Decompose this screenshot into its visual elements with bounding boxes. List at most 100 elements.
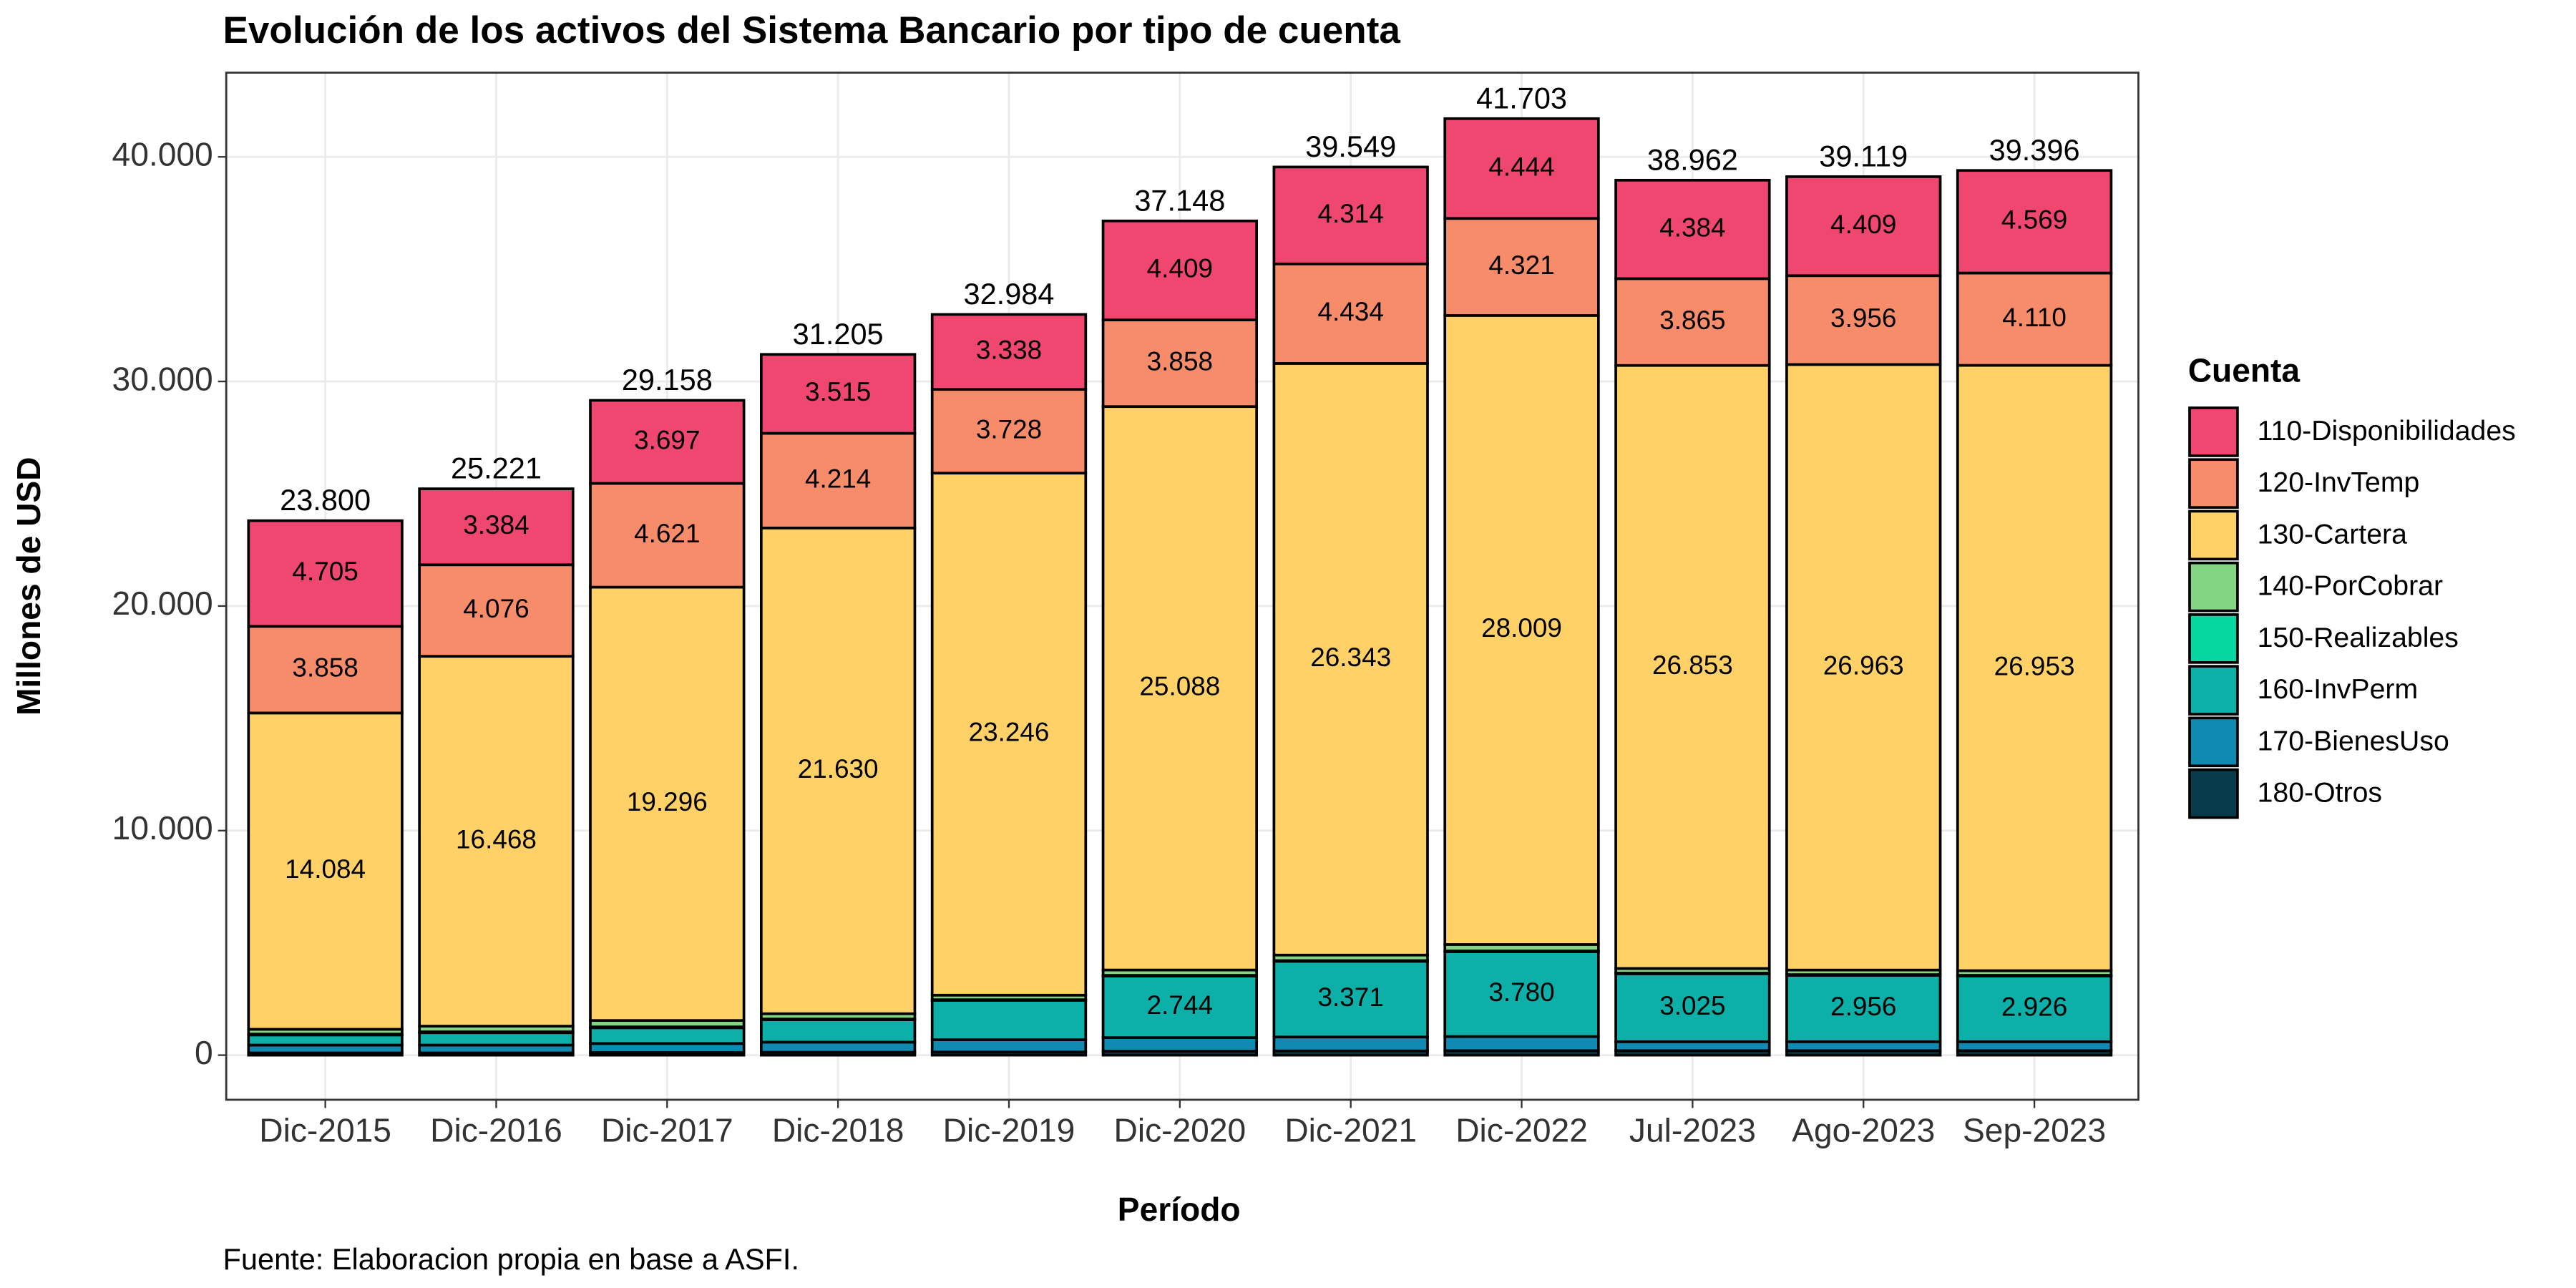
bar-segment (759, 353, 917, 435)
segment-label: 3.384 (463, 510, 529, 540)
bar-segment (759, 526, 917, 1015)
segment-label: 4.314 (1318, 199, 1384, 228)
bar-segment (247, 1033, 404, 1047)
segment-label: 4.384 (1659, 213, 1725, 242)
total-label: 37.148 (1134, 183, 1225, 217)
legend-swatch (2188, 768, 2239, 819)
segment-label: 2.956 (1830, 992, 1896, 1021)
total-label: 29.158 (622, 363, 713, 396)
bar-segment (418, 1031, 575, 1047)
x-tick-label: Dic-2018 (772, 1111, 904, 1148)
x-tick-label: Ago-2023 (1792, 1111, 1935, 1148)
segment-label: 4.705 (292, 557, 358, 586)
bar-segment (589, 585, 746, 1023)
y-tick-label: 20.000 (112, 585, 213, 622)
bar-segment (1614, 1040, 1771, 1053)
segment-label: 3.025 (1659, 991, 1725, 1020)
segment-label: 14.084 (285, 854, 366, 884)
bar-segment (1785, 974, 1942, 1043)
bar-segment (1272, 262, 1429, 365)
segment-label: 3.697 (634, 425, 700, 454)
bar-segment (1956, 271, 2113, 367)
legend-label: 180-Otros (2258, 777, 2382, 809)
bar-segment (930, 1038, 1088, 1054)
segment-label: 4.076 (463, 594, 529, 623)
y-tick-label: 40.000 (112, 135, 213, 172)
segment-label: 19.296 (627, 787, 708, 816)
bar-segment (1101, 318, 1258, 409)
bar-segment (1614, 364, 1771, 970)
legend-label: 150-Realizables (2258, 622, 2459, 653)
bar-segment (1101, 219, 1258, 321)
bar-segment (1785, 363, 1942, 972)
bar-segment (1272, 165, 1429, 265)
segment-label: 3.865 (1659, 306, 1725, 335)
total-label: 32.984 (964, 277, 1055, 311)
segment-label: 4.409 (1830, 210, 1896, 239)
bar-segment (589, 1042, 746, 1054)
segment-label: 3.780 (1488, 977, 1554, 1007)
bar-segment (930, 313, 1088, 391)
bar-segment (759, 1040, 917, 1054)
bar-segment (1614, 972, 1771, 1043)
bar-segment (247, 519, 404, 628)
segment-label: 3.858 (1147, 346, 1213, 376)
total-label: 39.396 (1989, 133, 2080, 167)
bar-segment (1443, 950, 1600, 1038)
segment-label: 3.858 (292, 653, 358, 683)
total-label: 38.962 (1647, 142, 1738, 176)
x-axis-title: Período (1118, 1191, 1241, 1228)
bar-segment (930, 999, 1088, 1041)
segment-label: 4.621 (634, 519, 700, 548)
legend-label: 170-BienesUso (2258, 725, 2449, 756)
bar-segment (759, 431, 917, 530)
legend-swatch (2188, 561, 2239, 613)
y-tick-label: 30.000 (112, 360, 213, 397)
segment-label: 28.009 (1481, 613, 1562, 643)
total-label: 25.221 (451, 452, 542, 485)
segment-label: 4.409 (1147, 254, 1213, 283)
segment-label: 26.963 (1823, 650, 1904, 680)
segment-label: 26.343 (1310, 643, 1391, 672)
segment-label: 4.569 (2001, 205, 2067, 235)
bar-segment (1785, 1040, 1942, 1053)
legend-swatch (2188, 458, 2239, 509)
plot-border (225, 72, 2140, 1101)
bar-segment (1614, 178, 1771, 280)
x-tick-label: Dic-2019 (943, 1111, 1075, 1148)
legend-label: 140-PorCobrar (2258, 570, 2443, 602)
bar-segment (589, 1026, 746, 1045)
x-tick-label: Dic-2016 (430, 1111, 562, 1148)
x-tick-label: Dic-2017 (601, 1111, 733, 1148)
bar-segment (1956, 169, 2113, 275)
legend-label: 160-InvPerm (2258, 673, 2419, 705)
total-label: 39.549 (1305, 130, 1396, 163)
caption: Fuente: Elaboracion propia en base a ASF… (223, 1242, 799, 1276)
segment-label: 2.744 (1147, 990, 1213, 1020)
segment-label: 3.728 (976, 414, 1042, 444)
legend-label: 120-InvTemp (2258, 467, 2420, 498)
bar-segment (1785, 175, 1942, 278)
bar-segment (418, 655, 575, 1028)
x-tick-label: Dic-2015 (259, 1111, 391, 1148)
legend-label: 130-Cartera (2258, 518, 2407, 550)
segment-label: 4.434 (1318, 297, 1384, 326)
chart-title: Evolución de los activos del Sistema Ban… (223, 9, 1401, 52)
bar-segment (1272, 960, 1429, 1039)
segment-label: 26.853 (1652, 650, 1733, 680)
legend-title: Cuenta (2188, 352, 2301, 389)
bar-segment (1443, 314, 1600, 946)
bar-segment (247, 625, 404, 715)
legend-swatch (2188, 716, 2239, 768)
segment-label: 4.110 (2002, 303, 2067, 332)
total-label: 23.800 (280, 483, 371, 517)
legend-swatch (2188, 665, 2239, 716)
bar-segment (1443, 217, 1600, 317)
legend-swatch (2188, 613, 2239, 664)
bar-segment (1614, 277, 1771, 367)
segment-label: 2.926 (2001, 992, 2067, 1022)
bar-segment (1443, 117, 1600, 220)
segment-label: 4.321 (1488, 250, 1554, 280)
